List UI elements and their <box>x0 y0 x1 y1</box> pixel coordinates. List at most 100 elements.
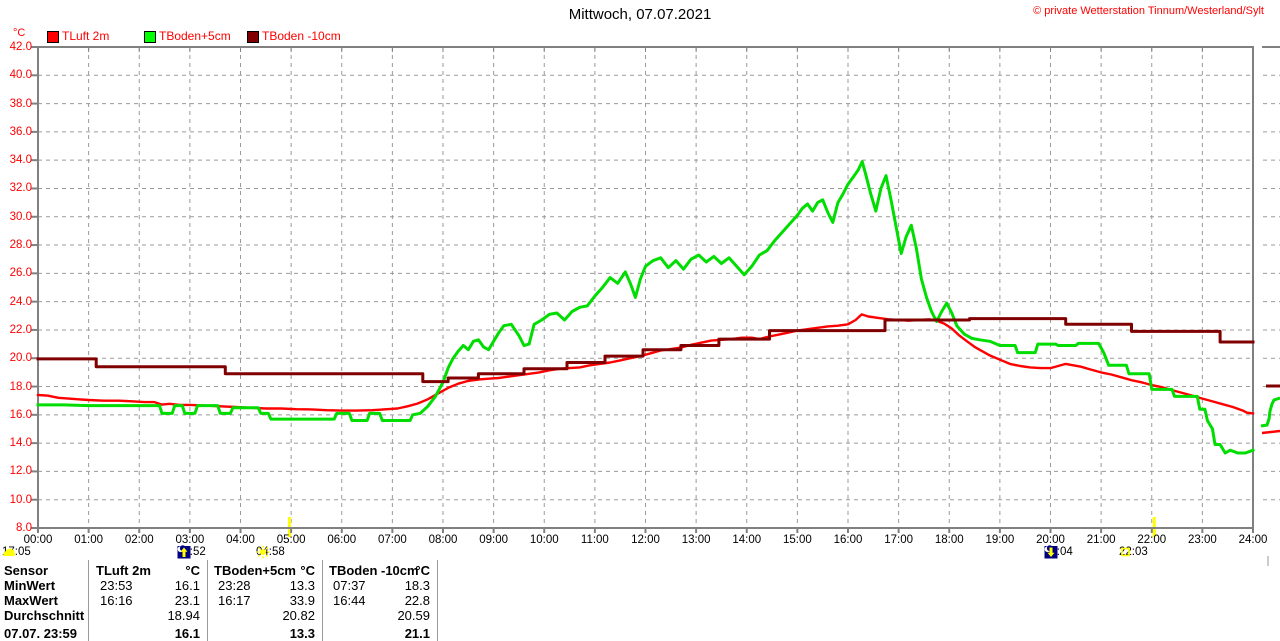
table-cell-time: 16:44 <box>333 593 366 608</box>
y-axis-tick-label: 10.0 <box>9 493 32 506</box>
moon-icon <box>3 548 15 556</box>
y-axis-tick-label: 40.0 <box>9 69 32 82</box>
y-axis-tick-label: 8.0 <box>16 522 32 534</box>
x-axis-tick-label: 15:00 <box>782 534 812 546</box>
table-cell-value: 13.3 <box>289 578 315 593</box>
x-axis-tick-label: 00:00 <box>23 534 53 546</box>
table-cell-time: 16:17 <box>218 593 251 608</box>
x-axis-tick-label: 19:00 <box>985 534 1015 546</box>
table-cell-value: 33.9 <box>289 593 315 608</box>
y-axis-tick-label: 30.0 <box>9 210 32 223</box>
table-cell-value: 20.59 <box>397 608 430 623</box>
table-cell-time: 16:16 <box>100 593 133 608</box>
series-tluft-2m <box>36 313 1255 415</box>
x-axis-tick-label: 22:00 <box>1137 534 1167 546</box>
legend-label: TBoden -10cm <box>262 29 341 43</box>
x-axis-tick-label: 18:00 <box>934 534 964 546</box>
moon-up-icon <box>177 545 191 559</box>
sun-moon-event: 22:03 <box>1119 545 1148 559</box>
table-cell-value: 20.82 <box>282 608 315 623</box>
x-axis-tick-label: 03:00 <box>175 534 205 546</box>
legend-label: TLuft 2m <box>62 29 110 43</box>
x-axis-tick-label: 24:00 <box>1238 534 1268 546</box>
x-axis-tick-label: 11:00 <box>580 534 609 546</box>
table-header-sensor: Sensor <box>4 563 49 578</box>
x-axis-tick-label: 20:00 <box>1036 534 1065 546</box>
legend-swatch-3 <box>247 31 259 43</box>
y-axis-tick-label: 22.0 <box>9 323 32 336</box>
y-axis-tick-label: 12.0 <box>9 465 32 478</box>
table-row-label: MaxWert <box>4 593 58 608</box>
y-axis-tick-label: 32.0 <box>9 182 32 195</box>
y-axis-tick-label: 14.0 <box>9 437 32 450</box>
x-axis-tick-label: 04:00 <box>226 534 255 546</box>
next-day-edge-strip <box>1260 46 1280 566</box>
sun-moon-event: 17:05 <box>2 545 31 559</box>
table-cell-value: 18.3 <box>404 578 430 593</box>
x-axis-tick-label: 06:00 <box>327 534 357 546</box>
copyright-notice: © private Wetterstation Tinnum/Westerlan… <box>1033 5 1264 17</box>
table-cell-time: 07:37 <box>333 578 366 593</box>
x-axis-tick-label: 05:00 <box>276 534 306 546</box>
sun-moon-event: 02:52 <box>177 545 206 559</box>
table-cell-time: 23:28 <box>218 578 251 593</box>
legend-swatch-2 <box>144 31 156 43</box>
x-axis-tick-label: 02:00 <box>124 534 154 546</box>
y-axis-tick-label: 28.0 <box>9 239 32 252</box>
series-tboden-10cm <box>36 317 1255 384</box>
y-axis-tick-label: 26.0 <box>9 267 32 280</box>
table-row-label: 07.07. 23:59 <box>4 626 78 641</box>
x-axis-tick-label: 07:00 <box>377 534 407 546</box>
table-cell-value: 21.1 <box>404 626 430 641</box>
sunset-icon <box>1121 547 1130 557</box>
table-column-separator <box>207 560 208 641</box>
x-axis-tick-label: 12:00 <box>631 534 660 546</box>
table-column-separator <box>322 560 323 641</box>
table-header-sensor-name: TBoden+5cm <box>214 563 296 578</box>
x-axis-tick-label: 08:00 <box>428 534 458 546</box>
table-header-unit: °C <box>415 563 430 578</box>
table-header-sensor-name: TLuft 2m <box>96 563 151 578</box>
x-axis-tick-label: 21:00 <box>1086 534 1116 546</box>
x-axis-tick-label: 13:00 <box>681 534 711 546</box>
table-column-separator <box>88 560 89 641</box>
table-cell-value: 13.3 <box>289 626 315 641</box>
y-axis-tick-label: 34.0 <box>9 154 32 167</box>
y-axis-tick-label: 36.0 <box>9 125 32 138</box>
x-axis-tick-label: 17:00 <box>884 534 914 546</box>
y-axis-tick-label: 16.0 <box>9 408 32 421</box>
x-axis-tick-label: 16:00 <box>833 534 863 546</box>
table-row-label: Durchschnitt <box>4 608 85 623</box>
legend-label: TBoden+5cm <box>159 29 231 43</box>
x-axis-tick-label: 23:00 <box>1187 534 1217 546</box>
y-axis-tick-label: 42.0 <box>9 41 32 53</box>
legend-swatch-1 <box>47 31 59 43</box>
x-axis-tick-label: 01:00 <box>74 534 104 546</box>
table-cell-value: 16.1 <box>174 578 200 593</box>
sun-moon-event: 20:04 <box>1044 545 1073 559</box>
table-cell-value: 22.8 <box>404 593 430 608</box>
table-column-separator <box>437 560 438 641</box>
moon-down-icon <box>1044 545 1058 559</box>
page-title: Mittwoch, 07.07.2021 <box>568 6 712 23</box>
sun-moon-event: 04:58 <box>256 545 285 559</box>
table-header-unit: °C <box>185 563 200 578</box>
y-axis-unit-label: °C <box>13 27 26 39</box>
table-cell-value: 18.94 <box>167 608 200 623</box>
event-time: 04:58 <box>256 546 285 558</box>
x-axis-tick-label: 14:00 <box>732 534 762 546</box>
y-axis-tick-label: 20.0 <box>9 352 32 365</box>
series-tboden-5cm <box>36 160 1255 455</box>
table-row-label: MinWert <box>4 578 56 593</box>
table-header-unit: °C <box>300 563 315 578</box>
table-cell-value: 16.1 <box>174 626 200 641</box>
x-axis-tick-label: 09:00 <box>479 534 509 546</box>
grid <box>38 47 1253 528</box>
y-axis-tick-label: 24.0 <box>9 295 32 308</box>
y-axis-tick-label: 18.0 <box>9 380 32 393</box>
table-cell-time: 23:53 <box>100 578 133 593</box>
table-cell-value: 23.1 <box>174 593 200 608</box>
table-header-sensor-name: TBoden -10cm <box>329 563 419 578</box>
